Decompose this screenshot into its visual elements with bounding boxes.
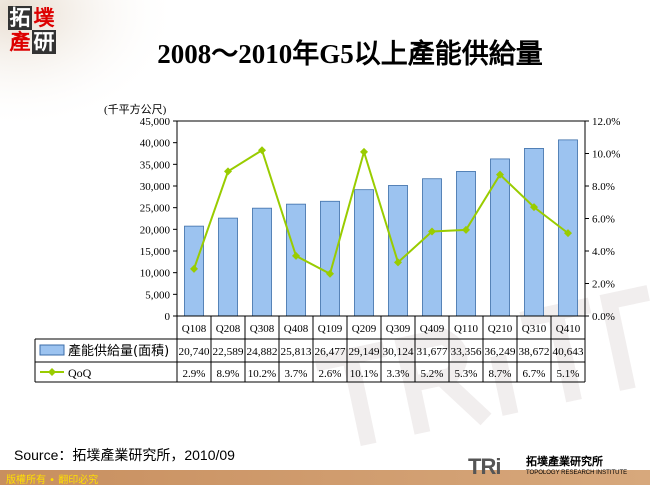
bar	[354, 189, 374, 317]
watermark-shapes	[314, 285, 650, 447]
category-label: Q210	[488, 323, 513, 335]
y-tick-label: 30,000	[140, 181, 171, 193]
bar	[252, 207, 272, 317]
chart: 0 5,000 10,000 15,000 20,000 25,000 30,000 35,0…	[34, 116, 620, 383]
y-tick-label: 25,000	[140, 203, 171, 215]
bar-value-label: 40,643	[553, 346, 585, 358]
bar-value-label: 38,672	[519, 346, 550, 358]
copyright: 版權所有 • 翻印必究	[6, 475, 99, 486]
qoq-marker	[462, 225, 470, 234]
qoq-value-label: 3.7%	[285, 368, 308, 380]
qoq-marker	[224, 167, 232, 176]
y-tick-label: 15,000	[140, 246, 171, 258]
y-tick-label: 45,000	[140, 116, 171, 128]
y2-tick-label: 6.0%	[592, 214, 615, 226]
qoq-marker	[258, 146, 266, 155]
qoq-marker	[326, 269, 334, 278]
bar-value-label: 29,149	[349, 346, 381, 358]
legend-line-label: QoQ	[68, 366, 92, 380]
bar-value-label: 20,740	[179, 346, 211, 358]
bar	[524, 148, 544, 317]
qoq-value-label: 5.2%	[421, 368, 444, 380]
y-tick-label: 35,000	[140, 159, 171, 171]
bar	[388, 185, 408, 317]
y2-tick-label: 0.0%	[592, 311, 615, 323]
brand: TRi	[468, 454, 501, 479]
logo-char: 拓	[8, 6, 32, 30]
category-label: Q409	[420, 323, 445, 335]
qoq-line	[193, 148, 569, 276]
qoq-marker	[428, 227, 436, 236]
brand-en: TOPOLOGY RESEARCH INSTITUTE	[526, 470, 628, 476]
y2-tick-label: 2.0%	[592, 279, 615, 291]
qoq-value-label: 5.1%	[557, 368, 580, 380]
category-label: Q309	[386, 323, 411, 335]
qoq-value-label: 8.9%	[217, 368, 240, 380]
y-axis-label: (千平方公尺)	[104, 104, 167, 116]
qoq-value-label: 5.3%	[455, 368, 478, 380]
qoq-marker	[564, 229, 572, 238]
bar	[320, 200, 340, 317]
logo-char: 墣	[33, 6, 55, 30]
bar	[218, 217, 238, 317]
qoq-marker	[496, 170, 504, 179]
bar-value-label: 31,677	[417, 346, 449, 358]
chart-title: 2008～2010年G5以上產能供給量	[157, 39, 543, 69]
tri-logo: TRi 拓墣產業研究所 TOPOLOGY RESEARCH INSTITUTE	[468, 455, 648, 479]
category-label: Q110	[454, 323, 479, 335]
bar	[422, 178, 442, 317]
legend-bar-label: 產能供給量(面積)	[68, 343, 169, 359]
qoq-marker	[190, 264, 198, 273]
y-tick-label: 20,000	[140, 224, 171, 236]
qoq-value-label: 10.1%	[350, 368, 378, 380]
logo-char: 產	[9, 30, 31, 54]
category-label: Q310	[522, 323, 547, 335]
y-tick-label: 0	[165, 311, 171, 323]
qoq-marker	[530, 203, 538, 212]
category-label: Q410	[556, 323, 581, 335]
qoq-value-label: 10.2%	[248, 368, 276, 380]
qoq-marker	[360, 147, 368, 156]
category-label: Q208	[216, 323, 241, 335]
bar-value-label: 36,249	[485, 346, 517, 358]
category-label: Q109	[318, 323, 343, 335]
footer-bar: 版權所有 • 翻印必究	[0, 470, 650, 486]
legend-bar-swatch	[39, 344, 65, 356]
qoq-value-label: 2.6%	[319, 368, 342, 380]
bar-value-label: 33,356	[451, 346, 483, 358]
qoq-value-label: 8.7%	[489, 368, 512, 380]
category-label: Q108	[182, 323, 207, 335]
category-label: Q308	[250, 323, 275, 335]
bar-value-label: 26,477	[315, 346, 347, 358]
source-note: Source：拓墣產業研究所，2010/09	[14, 447, 235, 463]
y2-tick-label: 8.0%	[592, 181, 615, 193]
legend-line-marker	[48, 368, 56, 376]
bar-value-label: 30,124	[383, 346, 415, 358]
y-tick-label: 40,000	[140, 138, 171, 150]
brand-cn: 拓墣產業研究所	[526, 456, 603, 468]
plot-area	[176, 120, 586, 317]
qoq-marker	[292, 251, 300, 260]
bar-value-label: 25,813	[281, 346, 313, 358]
qoq-marker	[394, 258, 402, 267]
logo-char: 研	[32, 30, 56, 54]
qoq-value-label: 6.7%	[523, 368, 546, 380]
bar	[490, 158, 510, 317]
logo: 拓墣產研	[8, 6, 60, 58]
y2-tick-label: 4.0%	[592, 246, 615, 258]
bar-value-label: 24,882	[247, 346, 278, 358]
qoq-value-label: 3.3%	[387, 368, 410, 380]
y2-tick-label: 12.0%	[592, 116, 620, 128]
y-tick-label: 5,000	[145, 289, 170, 301]
y-tick-label: 10,000	[140, 268, 171, 280]
category-label: Q408	[284, 323, 309, 335]
y2-tick-label: 10.0%	[592, 149, 620, 161]
category-label: Q209	[352, 323, 377, 335]
bar	[456, 171, 476, 317]
bar-value-label: 22,589	[213, 346, 245, 358]
qoq-value-label: 2.9%	[183, 368, 206, 380]
